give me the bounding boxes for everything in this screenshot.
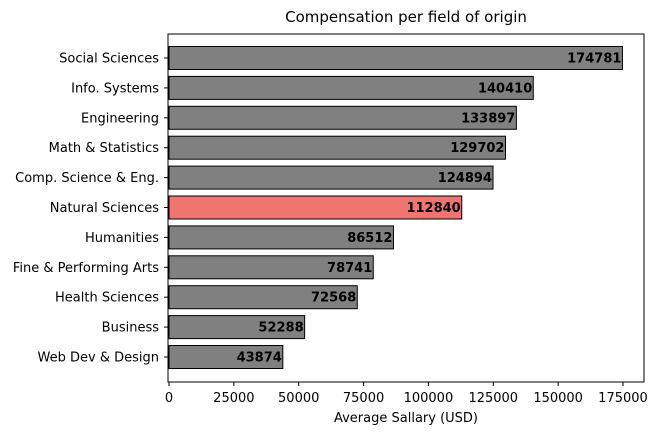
bar-3 xyxy=(168,135,506,160)
plot-frame xyxy=(167,33,645,383)
category-labels: Social Sciences Info. Systems Engineering M… xyxy=(13,52,168,366)
bar-1 xyxy=(168,75,534,100)
x-tick-label-2: 50000 xyxy=(278,391,319,406)
value-label-2: 133897 xyxy=(461,111,515,126)
value-label-4: 124894 xyxy=(438,171,492,186)
category-label-10: Web Dev & Design xyxy=(38,351,159,366)
x-axis-ticks: 0 25000 50000 75000 100000 125000 150000 175000 xyxy=(165,382,648,406)
category-label-6: Humanities xyxy=(85,231,159,246)
value-label-6: 86512 xyxy=(347,231,392,246)
value-label-9: 52288 xyxy=(258,321,303,336)
x-tick-label-4: 100000 xyxy=(404,391,454,406)
value-label-7: 78741 xyxy=(327,261,372,276)
value-label-3: 129702 xyxy=(450,141,504,156)
bar-10 xyxy=(168,345,284,369)
category-label-1: Info. Systems xyxy=(71,81,159,96)
bar-5 xyxy=(168,195,463,220)
category-label-4: Comp. Science & Eng. xyxy=(15,171,159,186)
category-label-0: Social Sciences xyxy=(59,52,159,67)
bar-6 xyxy=(168,225,394,250)
x-tick-label-7: 175000 xyxy=(598,391,648,406)
bar-7 xyxy=(168,255,374,280)
value-label-0: 174781 xyxy=(567,52,621,67)
x-tick-label-6: 150000 xyxy=(533,391,583,406)
x-tick-label-5: 125000 xyxy=(468,391,518,406)
x-axis-label: Average Sallary (USD) xyxy=(334,411,478,426)
x-tick-label-1: 25000 xyxy=(213,391,254,406)
bar-4 xyxy=(168,165,494,190)
value-label-5: 112840 xyxy=(406,201,460,216)
bars-group xyxy=(168,46,623,369)
value-labels: 174781 140410 133897 129702 124894 112840 8651… xyxy=(237,52,622,366)
bar-2 xyxy=(168,105,517,130)
value-label-8: 72568 xyxy=(311,291,356,306)
x-tick-label-0: 0 xyxy=(165,391,173,406)
category-label-7: Fine & Performing Arts xyxy=(13,261,159,276)
category-label-8: Health Sciences xyxy=(55,291,159,306)
chart-title: Compensation per field of origin xyxy=(285,8,527,26)
value-label-1: 140410 xyxy=(478,81,532,96)
category-label-2: Engineering xyxy=(81,111,159,126)
x-tick-label-3: 75000 xyxy=(343,391,384,406)
bar-8 xyxy=(168,285,358,310)
category-label-3: Math & Statistics xyxy=(49,141,160,156)
bar-9 xyxy=(168,315,306,340)
bar-0 xyxy=(168,46,623,70)
category-label-9: Business xyxy=(102,321,160,336)
category-label-5: Natural Sciences xyxy=(50,201,159,216)
value-label-10: 43874 xyxy=(237,351,282,366)
